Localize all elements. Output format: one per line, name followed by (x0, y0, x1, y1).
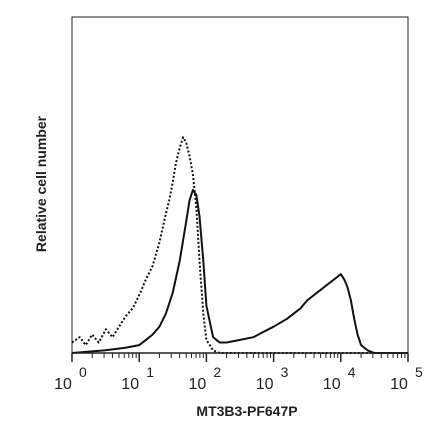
x-tick-label-exponent: 0 (79, 364, 87, 380)
x-tick-label-exponent: 5 (415, 364, 423, 380)
x-tick-label-base: 10 (256, 376, 274, 393)
x-tick-label-exponent: 3 (281, 364, 289, 380)
x-tick-label-base: 10 (323, 376, 341, 393)
x-tick-label-base: 10 (54, 376, 72, 393)
x-tick-label-exponent: 2 (213, 364, 221, 380)
x-axis-title: MT3B3-PF647P (196, 403, 297, 419)
histogram-series-stained (71, 188, 408, 354)
plot-frame (71, 16, 409, 354)
y-axis-title: Relative cell number (33, 115, 49, 252)
x-axis: 10 0 10 1 10 2 10 3 10 4 10 5 (54, 352, 423, 393)
x-tick-label-base: 10 (390, 376, 408, 393)
x-tick-label-base: 10 (121, 376, 139, 393)
x-tick-label-exponent: 1 (146, 364, 154, 380)
series-layer (71, 136, 408, 354)
x-tick-label-exponent: 4 (348, 364, 356, 380)
histogram-series-control (71, 136, 408, 354)
x-tick-label-base: 10 (189, 376, 207, 393)
